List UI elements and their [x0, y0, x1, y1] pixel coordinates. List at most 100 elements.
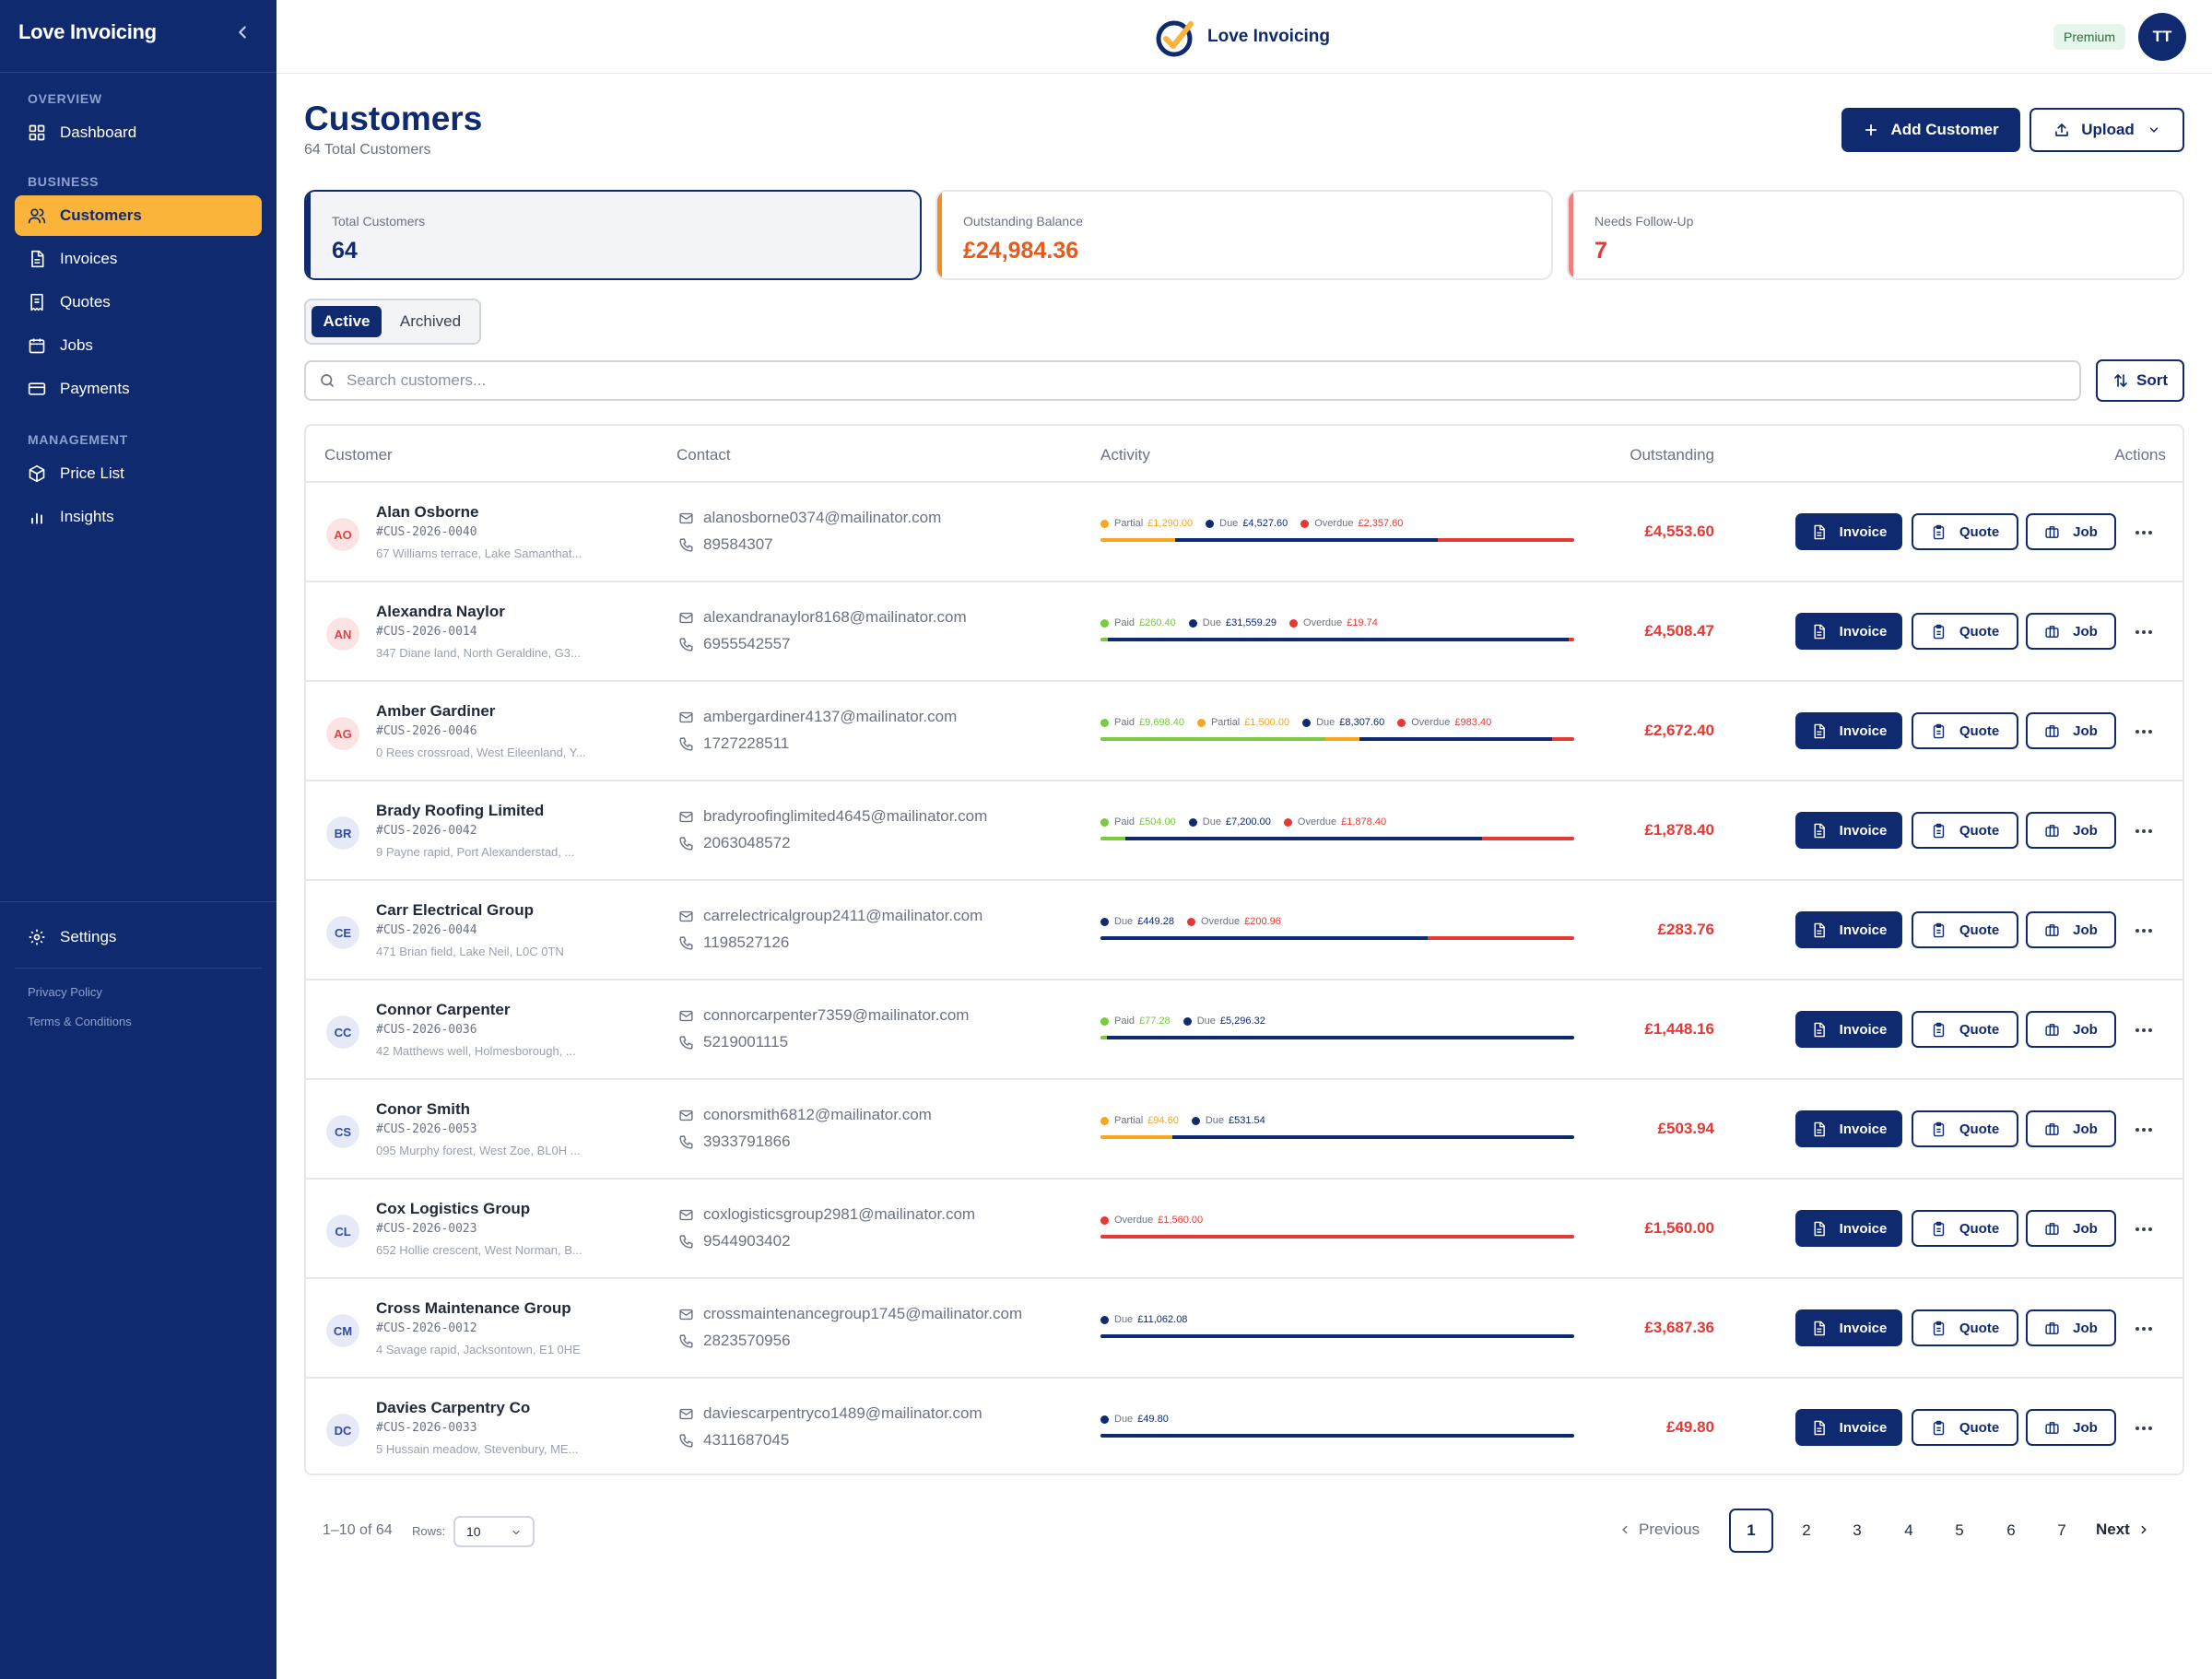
create-invoice-button[interactable]: Invoice	[1795, 712, 1902, 749]
customer-name[interactable]: Cox Logistics Group	[376, 1200, 531, 1217]
create-quote-button[interactable]: Quote	[1912, 613, 2018, 650]
table-row[interactable]: DC Davies Carpentry Co #CUS-2026-0033 5 Hus…	[306, 1379, 2183, 1474]
customer-name[interactable]: Alan Osborne	[376, 503, 479, 521]
create-job-button[interactable]: Job	[2026, 1011, 2116, 1048]
sidebar-item-payments[interactable]: Payments	[15, 369, 262, 409]
search-input[interactable]	[347, 371, 2006, 390]
table-row[interactable]: CM Cross Maintenance Group #CUS-2026-0012 4…	[306, 1279, 2183, 1379]
more-horizontal-icon[interactable]	[2133, 1019, 2155, 1041]
sort-button[interactable]: Sort	[2096, 359, 2184, 402]
more-horizontal-icon[interactable]	[2133, 1417, 2155, 1439]
next-page-button[interactable]: Next	[2096, 1520, 2150, 1539]
tab-archived[interactable]: Archived	[399, 312, 462, 330]
customer-name[interactable]: Conor Smith	[376, 1100, 470, 1118]
create-quote-button[interactable]: Quote	[1912, 911, 2018, 948]
customer-phone[interactable]: 5219001115	[678, 1033, 788, 1051]
table-row[interactable]: CL Cox Logistics Group #CUS-2026-0023 652 H…	[306, 1180, 2183, 1279]
create-job-button[interactable]: Job	[2026, 812, 2116, 849]
customer-phone[interactable]: 2063048572	[678, 834, 791, 852]
table-row[interactable]: CC Connor Carpenter #CUS-2026-0036 42 Matth…	[306, 980, 2183, 1080]
create-invoice-button[interactable]: Invoice	[1795, 513, 1902, 550]
page-button-4[interactable]: 4	[1904, 1521, 1913, 1539]
page-button-5[interactable]: 5	[1955, 1521, 1964, 1539]
sidebar-item-jobs[interactable]: Jobs	[15, 325, 262, 366]
customer-email[interactable]: daviescarpentryco1489@mailinator.com	[678, 1404, 982, 1423]
stat-card-total-customers[interactable]: Total Customers 64	[304, 190, 922, 280]
previous-page-button[interactable]: Previous	[1618, 1520, 1700, 1539]
more-horizontal-icon[interactable]	[2133, 820, 2155, 842]
create-invoice-button[interactable]: Invoice	[1795, 1110, 1902, 1147]
more-horizontal-icon[interactable]	[2133, 621, 2155, 643]
more-horizontal-icon[interactable]	[2133, 721, 2155, 743]
customer-phone[interactable]: 2823570956	[678, 1332, 791, 1350]
create-quote-button[interactable]: Quote	[1912, 812, 2018, 849]
customer-email[interactable]: alexandranaylor8168@mailinator.com	[678, 608, 967, 627]
more-horizontal-icon[interactable]	[2133, 1218, 2155, 1240]
upload-button[interactable]: Upload	[2030, 108, 2184, 152]
create-invoice-button[interactable]: Invoice	[1795, 812, 1902, 849]
customer-name[interactable]: Amber Gardiner	[376, 702, 496, 720]
app-logo[interactable]: Love Invoicing	[1154, 15, 1330, 59]
sidebar-item-customers[interactable]: Customers	[15, 195, 262, 236]
create-quote-button[interactable]: Quote	[1912, 1011, 2018, 1048]
customer-phone[interactable]: 89584307	[678, 535, 773, 554]
stat-card-outstanding-balance[interactable]: Outstanding Balance £24,984.36	[935, 190, 1553, 280]
create-job-button[interactable]: Job	[2026, 1409, 2116, 1446]
customer-phone[interactable]: 6955542557	[678, 635, 791, 653]
page-button-7[interactable]: 7	[2057, 1521, 2066, 1539]
customer-phone[interactable]: 9544903402	[678, 1232, 791, 1250]
sidebar-item-insights[interactable]: Insights	[15, 497, 262, 537]
more-horizontal-icon[interactable]	[2133, 920, 2155, 942]
create-job-button[interactable]: Job	[2026, 1309, 2116, 1346]
sidebar-item-dashboard[interactable]: Dashboard	[15, 112, 262, 153]
table-row[interactable]: AN Alexandra Naylor #CUS-2026-0014 347 Dian…	[306, 582, 2183, 682]
customer-email[interactable]: bradyroofinglimited4645@mailinator.com	[678, 807, 987, 826]
customer-phone[interactable]: 4311687045	[678, 1431, 789, 1450]
create-job-button[interactable]: Job	[2026, 1210, 2116, 1247]
page-button-1[interactable]: 1	[1729, 1509, 1773, 1553]
column-header-contact[interactable]: Contact	[677, 446, 731, 464]
create-quote-button[interactable]: Quote	[1912, 1210, 2018, 1247]
page-button-2[interactable]: 2	[1802, 1521, 1811, 1539]
create-job-button[interactable]: Job	[2026, 712, 2116, 749]
customer-email[interactable]: coxlogisticsgroup2981@mailinator.com	[678, 1205, 975, 1224]
terms-link[interactable]: Terms & Conditions	[28, 1015, 132, 1028]
customer-phone[interactable]: 1198527126	[678, 933, 789, 952]
privacy-policy-link[interactable]: Privacy Policy	[28, 985, 102, 999]
create-invoice-button[interactable]: Invoice	[1795, 1309, 1902, 1346]
create-quote-button[interactable]: Quote	[1912, 1309, 2018, 1346]
create-job-button[interactable]: Job	[2026, 1110, 2116, 1147]
create-invoice-button[interactable]: Invoice	[1795, 911, 1902, 948]
create-invoice-button[interactable]: Invoice	[1795, 1011, 1902, 1048]
customer-name[interactable]: Cross Maintenance Group	[376, 1299, 571, 1317]
create-invoice-button[interactable]: Invoice	[1795, 1210, 1902, 1247]
create-quote-button[interactable]: Quote	[1912, 1409, 2018, 1446]
sidebar-item-invoices[interactable]: Invoices	[15, 239, 262, 279]
rows-per-page-select[interactable]: 10	[453, 1516, 535, 1547]
column-header-customer[interactable]: Customer	[324, 446, 393, 464]
user-avatar[interactable]: TT	[2138, 13, 2186, 61]
table-row[interactable]: AG Amber Gardiner #CUS-2026-0046 0 Rees cro…	[306, 682, 2183, 781]
customer-phone[interactable]: 1727228511	[678, 734, 789, 753]
page-button-3[interactable]: 3	[1853, 1521, 1862, 1539]
create-job-button[interactable]: Job	[2026, 613, 2116, 650]
table-row[interactable]: CS Conor Smith #CUS-2026-0053 095 Murphy fo…	[306, 1080, 2183, 1180]
create-quote-button[interactable]: Quote	[1912, 513, 2018, 550]
table-row[interactable]: CE Carr Electrical Group #CUS-2026-0044 471…	[306, 881, 2183, 980]
add-customer-button[interactable]: Add Customer	[1841, 108, 2020, 152]
customer-name[interactable]: Alexandra Naylor	[376, 603, 505, 620]
customer-name[interactable]: Connor Carpenter	[376, 1001, 511, 1018]
customer-email[interactable]: carrelectricalgroup2411@mailinator.com	[678, 907, 982, 925]
create-invoice-button[interactable]: Invoice	[1795, 613, 1902, 650]
more-horizontal-icon[interactable]	[2133, 1318, 2155, 1340]
page-button-6[interactable]: 6	[2006, 1521, 2016, 1539]
more-horizontal-icon[interactable]	[2133, 1119, 2155, 1141]
customer-email[interactable]: ambergardiner4137@mailinator.com	[678, 708, 957, 726]
create-quote-button[interactable]: Quote	[1912, 712, 2018, 749]
sidebar-item-quotes[interactable]: Quotes	[15, 282, 262, 323]
create-job-button[interactable]: Job	[2026, 911, 2116, 948]
customer-email[interactable]: crossmaintenancegroup1745@mailinator.com	[678, 1305, 1022, 1323]
more-horizontal-icon[interactable]	[2133, 522, 2155, 544]
tab-active[interactable]: Active	[312, 306, 382, 337]
stat-card-needs-follow-up[interactable]: Needs Follow-Up 7	[1567, 190, 2184, 280]
